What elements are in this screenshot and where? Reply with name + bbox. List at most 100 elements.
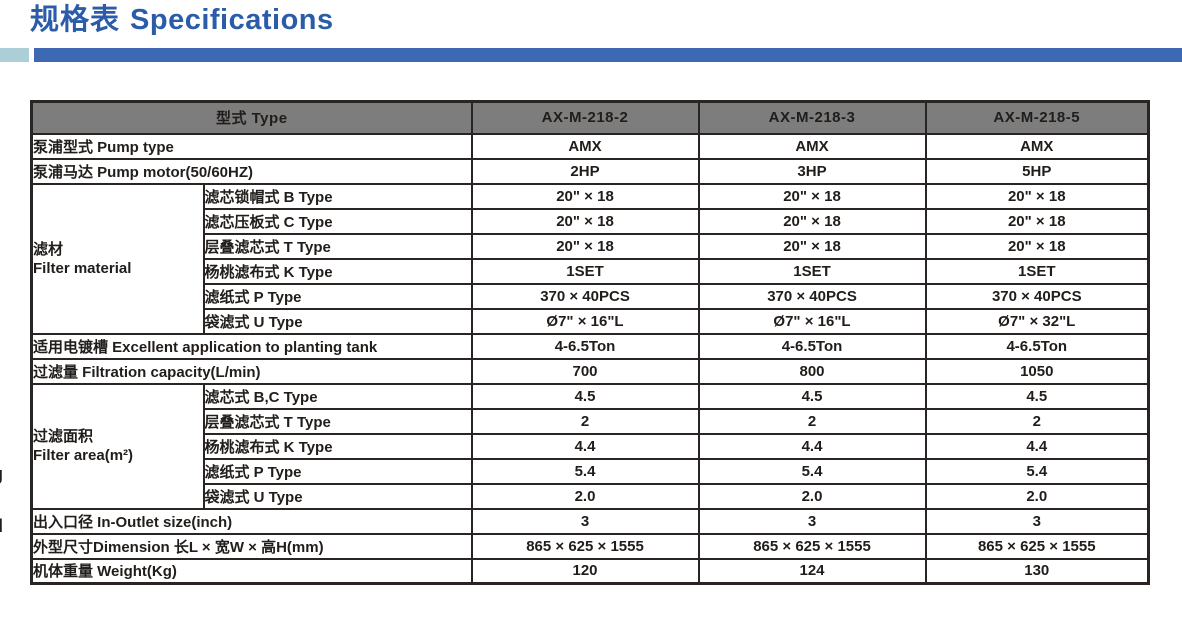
table-row-filter-material-t: 层叠滤芯式 T Type 20" × 18 20" × 18 20" × 18 [32, 232, 1150, 260]
cell-value: 124 [697, 557, 927, 585]
cell-value: 865 × 625 × 1555 [697, 532, 927, 560]
cell-value: 4-6.5Ton [924, 332, 1150, 360]
table-header-row: 型式 Type AX-M-218-2 AX-M-218-3 AX-M-218-5 [30, 100, 1150, 135]
table-row-filter-material-c: 滤芯压板式 C Type 20" × 18 20" × 18 20" × 18 [32, 207, 1150, 235]
row-label: 机体重量 Weight(Kg) [30, 557, 473, 585]
cell-value: 20" × 18 [924, 182, 1150, 210]
cell-value: Ø7" × 32"L [924, 307, 1150, 335]
cell-value: 1SET [470, 257, 700, 285]
group-label-filter-material: 滤材 Filter material [30, 182, 205, 335]
cell-value: 20" × 18 [924, 232, 1150, 260]
row-label: 适用电镀槽 Excellent application to planting … [30, 332, 473, 360]
table-row-application: 适用电镀槽 Excellent application to planting … [30, 332, 1150, 360]
table-row-filter-material-p: 滤纸式 P Type 370 × 40PCS 370 × 40PCS 370 ×… [32, 282, 1150, 310]
cell-value: Ø7" × 16"L [697, 307, 927, 335]
table-row-dimension: 外型尺寸Dimension 长L × 宽W × 高H(mm) 865 × 625… [30, 532, 1150, 560]
row-label: 泵浦型式 Pump type [30, 132, 473, 160]
cell-value: 5.4 [924, 457, 1150, 485]
group-label-zh: 滤材 [33, 240, 64, 258]
cell-value: 4.4 [924, 432, 1150, 460]
cell-value: 4.4 [697, 432, 927, 460]
cell-value: 20" × 18 [470, 232, 700, 260]
cell-value: 1SET [924, 257, 1150, 285]
cell-value: 20" × 18 [470, 207, 700, 235]
accent-bar-light [0, 48, 29, 62]
table-row-pump-motor: 泵浦马达 Pump motor(50/60HZ) 2HP 3HP 5HP [30, 157, 1150, 185]
row-sublabel: 滤芯压板式 C Type [202, 207, 473, 235]
cell-value: 20" × 18 [470, 182, 700, 210]
cell-value: 1SET [697, 257, 927, 285]
row-label: 外型尺寸Dimension 长L × 宽W × 高H(mm) [30, 532, 473, 560]
table-row-filter-area-p: 滤纸式 P Type 5.4 5.4 5.4 [32, 457, 1150, 485]
cell-value: 800 [697, 357, 927, 385]
row-sublabel: 杨桃滤布式 K Type [202, 257, 473, 285]
cell-value: 20" × 18 [924, 207, 1150, 235]
accent-bar-dark [34, 48, 1182, 62]
cell-value: 1050 [924, 357, 1150, 385]
cell-value: 5.4 [470, 457, 700, 485]
cell-value: 2.0 [697, 482, 927, 510]
cell-value: 370 × 40PCS [924, 282, 1150, 310]
page-title: 规格表 Specifications [30, 0, 334, 40]
cell-value: 3 [470, 507, 700, 535]
table-row-filter-area-k: 杨桃滤布式 K Type 4.4 4.4 4.4 [32, 432, 1150, 460]
table-row-filter-area-u: 袋滤式 U Type 2.0 2.0 2.0 [32, 482, 1150, 510]
group-label-en: Filter area(m²) [33, 447, 134, 464]
table-row-filtration-capacity: 过滤量 Filtration capacity(L/min) 700 800 1… [30, 357, 1150, 385]
table-row-filter-area-bc: 过滤面积 Filter area(m²) 滤芯式 B,C Type 4.5 4.… [30, 382, 1150, 510]
row-sublabel: 滤纸式 P Type [202, 457, 473, 485]
table-row-weight: 机体重量 Weight(Kg) 120 124 130 [30, 557, 1150, 585]
cell-value: 3 [697, 507, 927, 535]
row-label: 泵浦马达 Pump motor(50/60HZ) [30, 157, 473, 185]
cell-value: Ø7" × 16"L [470, 307, 700, 335]
row-label: 过滤量 Filtration capacity(L/min) [30, 357, 473, 385]
cell-value: 3HP [697, 157, 927, 185]
header-model-cell: AX-M-218-3 [697, 100, 927, 135]
specifications-table: 型式 Type AX-M-218-2 AX-M-218-3 AX-M-218-5… [30, 100, 1151, 585]
group-label-filter-area: 过滤面积 Filter area(m²) [30, 382, 205, 510]
clipped-edge-text-top: g [0, 464, 8, 485]
table-row-filter-material-u: 袋滤式 U Type Ø7" × 16"L Ø7" × 16"L Ø7" × 3… [32, 307, 1150, 335]
cell-value: 865 × 625 × 1555 [470, 532, 700, 560]
cell-value: 4-6.5Ton [697, 332, 927, 360]
row-sublabel: 滤芯式 B,C Type [202, 382, 473, 410]
cell-value: 2 [697, 407, 927, 435]
row-sublabel: 滤芯锁帽式 B Type [202, 182, 473, 210]
cell-value: 5HP [924, 157, 1150, 185]
cell-value: 4.5 [697, 382, 927, 410]
table-row-filter-material-k: 杨桃滤布式 K Type 1SET 1SET 1SET [32, 257, 1150, 285]
group-label-en: Filter material [33, 259, 132, 277]
row-sublabel: 袋滤式 U Type [202, 482, 473, 510]
table-row-pump-type: 泵浦型式 Pump type AMX AMX AMX [30, 132, 1150, 160]
page-title-zh: 规格表 [30, 4, 121, 36]
cell-value: 2.0 [924, 482, 1150, 510]
row-sublabel: 层叠滤芯式 T Type [202, 407, 473, 435]
row-label: 出入口径 In-Outlet size(inch) [30, 507, 473, 535]
cell-value: 3 [924, 507, 1150, 535]
header-model-cell: AX-M-218-2 [470, 100, 700, 135]
cell-value: 120 [470, 557, 700, 585]
cell-value: AMX [470, 132, 700, 160]
header-type-cell: 型式 Type [30, 100, 473, 135]
cell-value: 2 [924, 407, 1150, 435]
cell-value: 20" × 18 [697, 232, 927, 260]
row-sublabel: 层叠滤芯式 T Type [202, 232, 473, 260]
cell-value: AMX [697, 132, 927, 160]
table-row-filter-material-b: 滤材 Filter material 滤芯锁帽式 B Type 20" × 18… [30, 182, 1150, 335]
cell-value: 370 × 40PCS [470, 282, 700, 310]
cell-value: 5.4 [697, 457, 927, 485]
cell-value: 865 × 625 × 1555 [924, 532, 1150, 560]
row-sublabel: 杨桃滤布式 K Type [202, 432, 473, 460]
table-row-inoutlet-size: 出入口径 In-Outlet size(inch) 3 3 3 [30, 507, 1150, 535]
cell-value: 4.5 [924, 382, 1150, 410]
table-row-filter-area-t: 层叠滤芯式 T Type 2 2 2 [32, 407, 1150, 435]
cell-value: 20" × 18 [697, 182, 927, 210]
header-model-cell: AX-M-218-5 [924, 100, 1150, 135]
clipped-edge-text-bottom: d [0, 516, 8, 537]
cell-value: 2.0 [470, 482, 700, 510]
cell-value: 2 [470, 407, 700, 435]
cell-value: 20" × 18 [697, 207, 927, 235]
cell-value: 2HP [470, 157, 700, 185]
page-title-en: Specifications [130, 4, 334, 36]
row-sublabel: 滤纸式 P Type [202, 282, 473, 310]
